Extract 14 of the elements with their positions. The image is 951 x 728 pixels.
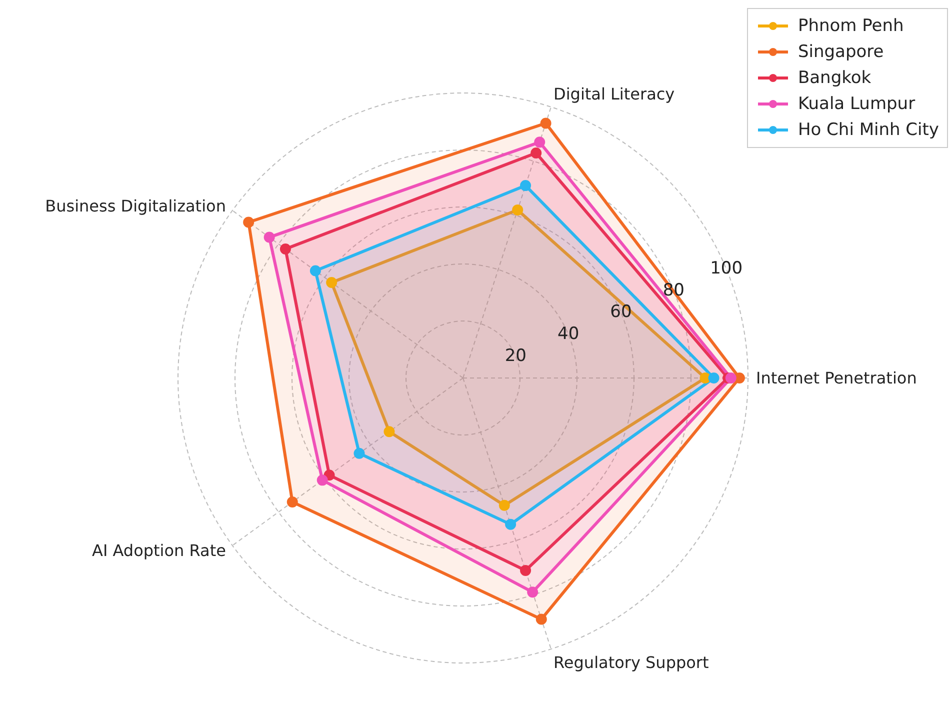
legend-label: Kuala Lumpur — [798, 93, 916, 116]
legend-label: Ho Chi Minh City — [798, 119, 939, 142]
spoke-label: Business Digitalization — [45, 196, 226, 216]
y-tick-label: 100 — [710, 258, 743, 279]
y-tick-label: 20 — [504, 346, 526, 366]
legend-label: Bangkok — [798, 67, 872, 90]
spoke-label: Digital Literacy — [554, 84, 675, 104]
legend-label: Singapore — [798, 41, 884, 64]
y-tick-label: 40 — [558, 324, 580, 344]
spoke-label: Regulatory Support — [554, 653, 709, 672]
spoke-label: AI Adoption Rate — [92, 540, 226, 560]
y-tick-label: 60 — [610, 302, 632, 322]
spoke-label: Internet Penetration — [756, 368, 917, 388]
legend-label: Phnom Penh — [798, 15, 904, 38]
